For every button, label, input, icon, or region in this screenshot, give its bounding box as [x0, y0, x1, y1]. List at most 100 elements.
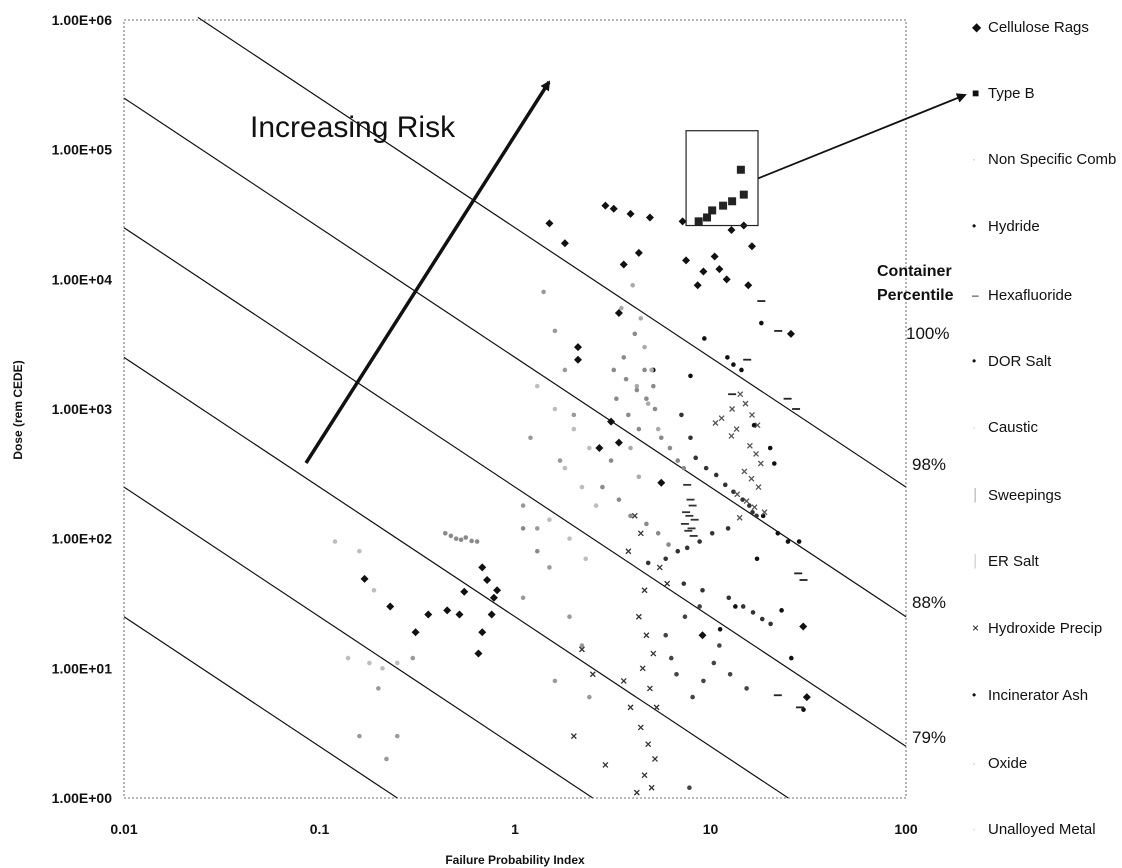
data-point	[725, 355, 730, 360]
legend-label: Hydride	[988, 218, 1040, 235]
data-point	[573, 343, 582, 352]
data-point	[633, 789, 640, 796]
data-point	[619, 305, 624, 311]
dot-marker-icon: ·	[972, 420, 976, 434]
data-point	[487, 610, 496, 619]
data-point	[628, 513, 633, 519]
legend-item-sweepings: │ Sweepings	[972, 486, 1122, 505]
data-point	[753, 451, 760, 457]
container-percentile-title-2: Percentile	[877, 287, 954, 304]
data-point	[712, 420, 719, 426]
data-point	[681, 581, 687, 586]
legend-item-caustic: · Caustic	[972, 418, 1122, 437]
data-point	[626, 412, 631, 418]
data-point	[614, 308, 623, 317]
legend-label: Cellulose Rags	[988, 19, 1089, 36]
legend-label: Incinerator Ash	[988, 687, 1089, 704]
data-point	[611, 367, 617, 373]
data-point	[727, 226, 736, 235]
data-point	[478, 563, 487, 572]
data-point	[767, 445, 773, 451]
data-point	[682, 614, 688, 620]
data-point	[653, 704, 660, 711]
data-point	[557, 458, 563, 463]
data-point	[571, 412, 577, 418]
data-point	[674, 671, 679, 677]
data-point	[668, 655, 674, 661]
data-point	[616, 497, 622, 502]
data-point	[424, 610, 433, 619]
legend-item-type-b: ■ Type B	[972, 84, 1122, 103]
data-point	[607, 417, 616, 426]
data-point	[728, 197, 737, 206]
risk-contour-line	[123, 486, 594, 799]
data-point	[801, 707, 806, 712]
data-point	[663, 632, 669, 638]
data-point	[621, 355, 627, 360]
data-point	[737, 391, 744, 398]
data-point	[625, 548, 632, 555]
data-point	[634, 383, 640, 389]
data-point	[740, 604, 746, 609]
data-point	[587, 445, 592, 451]
data-point	[520, 503, 526, 508]
x-tick-label: 100	[894, 821, 918, 837]
data-point	[547, 517, 552, 523]
risk-contour-line	[197, 16, 907, 488]
data-point	[733, 604, 738, 609]
increasing-risk-annotation: Increasing Risk	[250, 111, 456, 144]
legend-item-hydroxide-precip: × Hydroxide Precip	[972, 619, 1122, 638]
legend-item-unalloyed-metal: · Unalloyed Metal	[972, 820, 1122, 839]
data-point	[728, 432, 735, 439]
data-point	[719, 201, 728, 210]
data-point	[648, 784, 655, 791]
bar-marker-icon: │	[972, 488, 980, 502]
data-point	[718, 415, 725, 422]
data-point	[608, 458, 614, 463]
data-point	[332, 539, 338, 544]
data-point	[460, 587, 469, 596]
data-point	[755, 484, 762, 491]
data-point	[474, 649, 483, 658]
data-point	[746, 442, 753, 449]
data-point	[376, 686, 381, 691]
legend-label: Hexafluoride	[988, 287, 1073, 304]
data-point	[796, 539, 802, 544]
data-point	[642, 367, 647, 373]
data-point	[627, 704, 634, 711]
percentile-label-100: 100%	[906, 324, 949, 343]
data-point	[779, 608, 784, 613]
data-point	[749, 411, 755, 418]
data-point	[651, 383, 656, 389]
data-point	[702, 336, 707, 341]
data-point	[645, 741, 652, 748]
data-point	[609, 204, 618, 213]
x-tick-label: 10	[703, 821, 719, 837]
data-point	[573, 355, 582, 364]
data-point	[386, 602, 395, 611]
data-point	[652, 756, 658, 762]
data-point	[593, 503, 599, 508]
data-point	[614, 396, 619, 402]
data-point	[552, 328, 558, 334]
legend-item-hexafluoride: – Hexafluoride	[972, 286, 1122, 305]
y-tick-label: 1.00E+04	[52, 271, 113, 287]
risk-contours	[123, 16, 907, 799]
data-point	[734, 491, 741, 498]
data-point	[634, 387, 640, 393]
data-point	[637, 530, 644, 537]
data-point	[489, 593, 498, 602]
data-point	[587, 694, 592, 700]
data-point	[656, 564, 663, 571]
data-point	[663, 556, 669, 562]
legend-item-incinerator-ash: • Incinerator Ash	[972, 686, 1122, 705]
data-point	[699, 267, 708, 276]
data-point	[394, 660, 400, 666]
data-point	[722, 275, 731, 284]
data-point	[731, 362, 736, 367]
data-point	[693, 455, 698, 461]
data-point	[754, 422, 761, 429]
data-point	[736, 514, 743, 521]
data-point	[725, 526, 731, 531]
data-point	[658, 435, 664, 441]
